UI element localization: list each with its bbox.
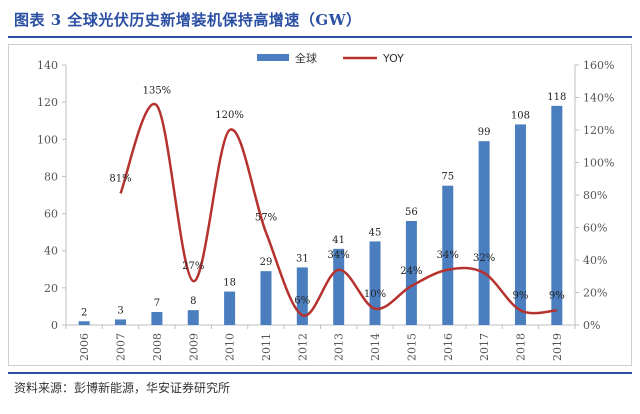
left-tick-label: 120 <box>37 96 58 109</box>
chart-title: 图表 3 全球光伏历史新增装机保持高增速（GW） <box>14 11 362 29</box>
x-tick-label: 2006 <box>78 333 91 361</box>
right-tick-label: 60% <box>583 222 607 235</box>
left-tick-label: 60 <box>44 208 58 221</box>
title-divider <box>8 36 632 38</box>
legend-bar-swatch <box>257 54 289 61</box>
bar-value-label: 99 <box>478 127 491 138</box>
right-tick-label: 20% <box>583 287 607 300</box>
right-tick-label: 0% <box>583 319 600 332</box>
x-tick-label: 2016 <box>442 333 455 361</box>
bar-2013 <box>333 248 345 325</box>
x-tick-label: 2014 <box>369 333 382 361</box>
bar-value-label: 3 <box>117 305 123 316</box>
bar-2010 <box>224 291 236 325</box>
bar-2011 <box>260 271 272 325</box>
bar-value-label: 45 <box>369 227 382 238</box>
x-tick-label: 2009 <box>187 333 200 361</box>
left-tick-label: 140 <box>37 59 58 72</box>
right-tick-label: 120% <box>583 124 614 137</box>
bar-2015 <box>405 221 417 325</box>
yoy-value-label: 57% <box>255 212 277 223</box>
bar-value-label: 118 <box>547 92 566 103</box>
yoy-value-label: 6% <box>294 295 310 306</box>
x-tick-label: 2012 <box>296 333 309 361</box>
bar-value-label: 31 <box>296 253 309 264</box>
right-tick-label: 160% <box>583 59 614 72</box>
x-tick-label: 2015 <box>405 333 418 361</box>
yoy-value-label: 9% <box>513 290 529 301</box>
title-bar: 图表 3 全球光伏历史新增装机保持高增速（GW） <box>0 0 640 36</box>
right-tick-label: 40% <box>583 254 607 267</box>
x-tick-label: 2019 <box>551 333 564 361</box>
bar-2006 <box>78 321 90 325</box>
x-tick-label: 2008 <box>151 333 164 361</box>
right-tick-label: 80% <box>583 189 607 202</box>
bar-value-label: 75 <box>441 172 454 183</box>
bar-value-label: 41 <box>332 235 345 246</box>
bar-value-label: 2 <box>81 307 87 318</box>
yoy-value-label: 27% <box>182 261 204 272</box>
yoy-value-label: 9% <box>549 290 565 301</box>
right-tick-label: 140% <box>583 92 614 105</box>
yoy-value-label: 135% <box>143 86 172 97</box>
bar-2008 <box>151 312 163 325</box>
left-tick-label: 100 <box>37 133 58 146</box>
yoy-value-label: 34% <box>437 250 459 261</box>
x-tick-label: 2013 <box>333 333 346 361</box>
bar-value-label: 108 <box>511 110 530 121</box>
legend-bar-label: 全球 <box>295 51 317 65</box>
yoy-value-label: 10% <box>364 289 386 300</box>
source-divider <box>8 372 632 374</box>
legend-line-label: YOY <box>382 52 404 65</box>
right-tick-label: 100% <box>583 157 614 170</box>
x-tick-label: 2011 <box>260 333 273 361</box>
bar-2019 <box>551 105 563 325</box>
source-note: 资料来源：彭博新能源，华安证券研究所 <box>14 381 231 395</box>
bar-value-label: 29 <box>260 257 273 268</box>
bar-2017 <box>478 141 490 325</box>
chart-frame: 0 20 40 60 80 100 120 140 0% 20% 40% 60% 80% 100% 120%… <box>8 44 632 366</box>
yoy-value-label: 120% <box>215 110 244 121</box>
left-tick-label: 40 <box>44 245 58 258</box>
yoy-line <box>119 102 557 317</box>
bar-2009 <box>187 310 199 325</box>
bar-value-label: 7 <box>154 298 160 309</box>
left-tick-label: 20 <box>44 282 58 295</box>
bar-2007 <box>115 319 127 325</box>
x-tick-label: 2017 <box>478 333 491 361</box>
chart-plot: 0 20 40 60 80 100 120 140 0% 20% 40% 60% 80% 100% 120%… <box>37 51 614 361</box>
yoy-value-label: 32% <box>473 253 495 264</box>
bar-value-label: 56 <box>405 207 418 218</box>
bar-2016 <box>442 185 454 325</box>
bar-2012 <box>296 267 308 325</box>
x-tick-label: 2007 <box>115 333 128 361</box>
left-tick-label: 0 <box>51 319 58 332</box>
left-tick-label: 80 <box>44 170 58 183</box>
yoy-value-label: 24% <box>400 266 422 277</box>
x-tick-label: 2010 <box>224 333 237 361</box>
yoy-value-label: 81% <box>109 173 131 184</box>
yoy-value-label: 34% <box>328 250 350 261</box>
bar-value-label: 8 <box>190 296 196 307</box>
x-tick-label: 2018 <box>514 333 527 361</box>
bar-2018 <box>514 124 526 325</box>
bar-value-label: 18 <box>223 278 236 289</box>
bar-2014 <box>369 241 381 325</box>
